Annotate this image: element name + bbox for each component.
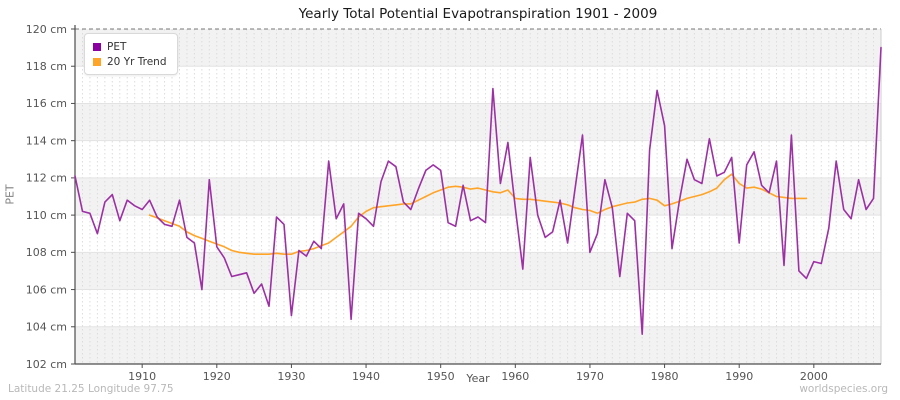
svg-text:102 cm: 102 cm: [26, 358, 67, 371]
svg-text:1980: 1980: [651, 370, 679, 383]
svg-text:2000: 2000: [800, 370, 828, 383]
pet-line: [74, 46, 882, 336]
latitude-longitude-caption: Latitude 21.25 Longitude 97.75: [8, 383, 174, 395]
svg-text:1970: 1970: [576, 370, 604, 383]
x-tick-labels: 1910 1920 1930 1940 1950 1960 1970 1980 1990 2000: [128, 364, 828, 383]
legend-trend-label: 20 Yr Trend: [107, 55, 167, 68]
svg-text:120 cm: 120 cm: [26, 23, 67, 36]
pet-swatch-icon: [93, 42, 101, 51]
trend-swatch-icon: [93, 57, 101, 66]
watermark: worldspecies.org: [799, 383, 888, 395]
svg-text:104 cm: 104 cm: [26, 321, 67, 334]
svg-text:1950: 1950: [427, 370, 455, 383]
svg-text:1930: 1930: [277, 370, 305, 383]
svg-text:108 cm: 108 cm: [26, 246, 67, 259]
svg-text:1920: 1920: [203, 370, 231, 383]
horizontal-gridlines: [75, 65, 881, 328]
svg-text:1990: 1990: [725, 370, 753, 383]
svg-text:110 cm: 110 cm: [26, 209, 67, 222]
y-axis-title: PET: [3, 184, 17, 205]
legend-pet-label: PET: [107, 40, 127, 53]
x-axis-title: Year: [466, 372, 490, 385]
svg-text:114 cm: 114 cm: [26, 134, 67, 147]
trend-line: [148, 173, 808, 255]
svg-text:1960: 1960: [501, 370, 529, 383]
svg-text:112 cm: 112 cm: [26, 172, 67, 185]
legend-item-trend: 20 Yr Trend: [93, 54, 167, 69]
legend-item-pet: PET: [93, 39, 167, 54]
legend: PET 20 Yr Trend: [84, 33, 178, 75]
svg-text:118 cm: 118 cm: [26, 60, 67, 73]
svg-text:1940: 1940: [352, 370, 380, 383]
svg-text:116 cm: 116 cm: [26, 97, 67, 110]
chart-title: Yearly Total Potential Evapotranspiratio…: [298, 6, 658, 22]
svg-text:106 cm: 106 cm: [26, 283, 67, 296]
y-tick-labels: 120 cm 118 cm 116 cm 114 cm 112 cm 110 cm 108 …: [26, 23, 75, 371]
svg-text:1910: 1910: [128, 370, 156, 383]
